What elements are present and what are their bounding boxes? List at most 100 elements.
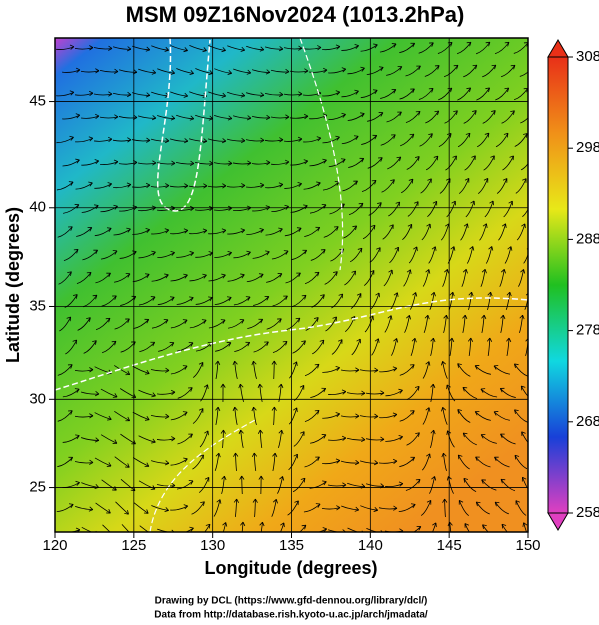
isotherm [157,38,211,212]
streamline [80,70,100,73]
arrowhead [410,410,415,415]
arrowhead [451,200,456,206]
streamline [157,207,176,211]
streamline [253,453,257,472]
streamline [270,69,290,73]
arrowhead [202,273,207,279]
arrowhead [500,269,506,274]
arrowhead [280,522,285,528]
arrowhead [354,44,359,50]
streamline [386,66,403,76]
arrowhead [125,416,131,422]
arrowhead [397,111,402,117]
arrowhead [317,45,322,51]
streamline [385,436,403,442]
arrowhead [380,530,383,532]
streamline [506,338,510,357]
streamline [545,384,548,402]
streamline [266,318,282,330]
arrowhead [163,319,169,324]
arrowhead [106,509,111,514]
streamline [291,250,307,261]
arrowhead [296,272,301,278]
streamline [170,411,188,421]
streamline [251,69,270,73]
streamline [514,133,528,147]
arrowhead [377,157,383,162]
arrowhead [86,317,91,322]
streamline [322,136,340,144]
arrowhead [356,293,362,298]
arrowhead [221,138,227,144]
arrowhead [408,178,414,184]
streamline [514,409,528,423]
credit: Data from http://database.rish.kyoto-u.a… [154,610,428,621]
streamline [348,158,365,168]
streamline [292,340,306,354]
arrowhead [266,114,271,121]
arrowhead [485,87,490,93]
streamline [380,89,397,99]
arrowhead [205,523,211,529]
streamline [227,91,245,97]
streamline [367,157,383,169]
streamline [514,455,528,470]
arrowhead [75,67,81,73]
arrowhead [67,271,72,276]
streamline [537,270,543,287]
streamline [208,319,226,329]
streamline [524,296,528,310]
arrowhead [95,68,100,74]
arrowhead [372,134,378,140]
arrowhead [521,476,527,482]
streamline [157,68,175,74]
arrowhead [541,224,545,228]
arrowhead [521,431,526,437]
streamline [289,361,298,379]
streamline [120,433,136,445]
streamline [405,111,421,123]
streamline [496,178,508,194]
streamline [56,91,75,97]
streamline [299,524,307,532]
arrowhead [198,408,204,413]
streamline [170,91,188,97]
streamline [385,483,404,488]
streamline [270,116,290,119]
arrowhead [170,389,176,396]
arrowhead [150,532,154,536]
streamline [477,178,489,194]
arrowhead [199,454,204,460]
arrowhead [486,337,493,343]
arrowhead [151,250,156,256]
streamline [191,501,205,515]
streamline [286,317,301,331]
streamline [226,185,246,188]
arrowhead [246,69,252,75]
arrowhead [258,273,264,279]
arrowhead [509,155,514,161]
streamline [156,391,176,395]
arrowhead [215,360,221,366]
streamline [304,410,320,422]
streamline [63,249,79,261]
streamline [464,523,470,532]
arrowhead [222,522,228,527]
streamline [188,138,207,142]
streamline [323,226,339,238]
streamline [407,201,419,217]
streamline [198,477,210,493]
arrowhead [335,366,340,372]
streamline [462,432,477,446]
arrowhead [481,479,486,484]
arrowhead [145,228,150,234]
streamline [399,88,415,100]
arrowhead [431,246,437,251]
streamline [538,453,542,471]
y-tick-label: 25 [29,479,46,496]
arrowhead [251,360,257,366]
streamline [360,505,378,511]
arrowhead [466,87,472,93]
streamline [271,161,290,165]
streamline [304,364,320,377]
